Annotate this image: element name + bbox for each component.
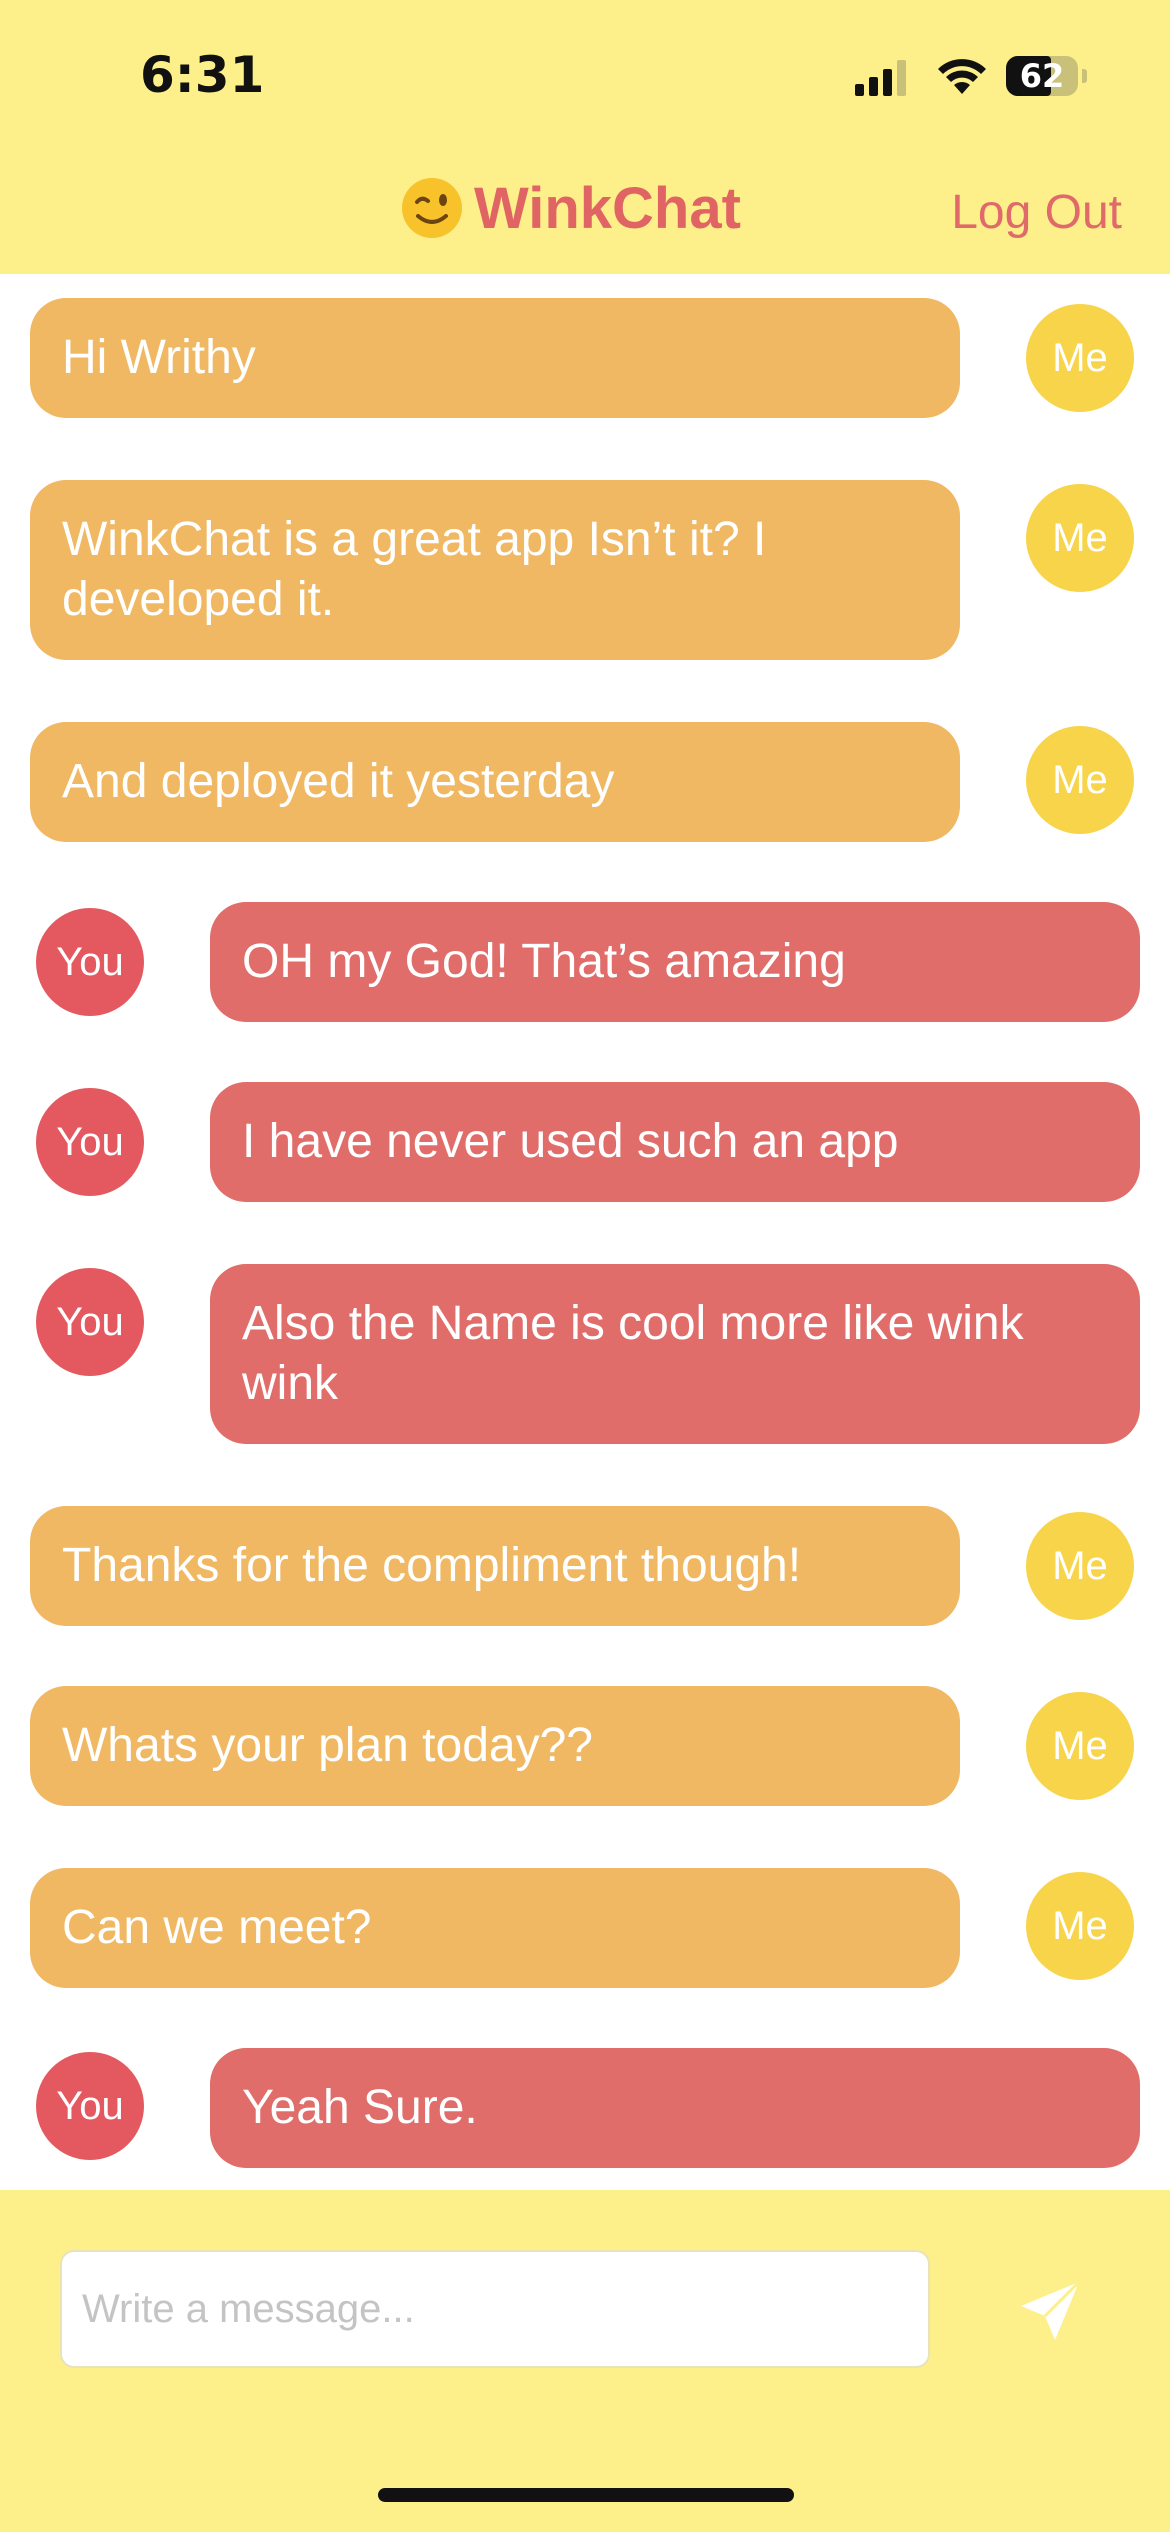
avatar-me: Me: [1026, 304, 1134, 412]
status-time: 6:31: [140, 46, 265, 104]
message-row: You Yeah Sure.: [0, 2048, 1170, 2168]
message-row: And deployed it yesterday Me: [0, 722, 1170, 842]
message-bubble-me: Hi Writhy: [30, 298, 960, 418]
message-row: Thanks for the compliment though! Me: [0, 1506, 1170, 1626]
message-row: Can we meet? Me: [0, 1868, 1170, 1988]
home-indicator[interactable]: [378, 2488, 794, 2502]
message-bubble-you: OH my God! That’s amazing: [210, 902, 1140, 1022]
app-header: WinkChat Log Out: [0, 160, 1170, 274]
message-bubble-me: Thanks for the compliment though!: [30, 1506, 960, 1626]
battery-icon: 62: [1006, 56, 1078, 96]
message-bubble-me: WinkChat is a great app Isn’t it? I deve…: [30, 480, 960, 660]
message-list[interactable]: Hi Writhy Me WinkChat is a great app Isn…: [0, 274, 1170, 2190]
message-row: You I have never used such an app: [0, 1082, 1170, 1202]
logout-button[interactable]: Log Out: [951, 186, 1122, 239]
avatar-me: Me: [1026, 1512, 1134, 1620]
message-row: You Also the Name is cool more like wink…: [0, 1264, 1170, 1444]
wifi-icon: [938, 59, 986, 94]
message-row: You OH my God! That’s amazing: [0, 902, 1170, 1022]
winking-face-icon: [402, 178, 462, 238]
avatar-me: Me: [1026, 726, 1134, 834]
message-bubble-me: And deployed it yesterday: [30, 722, 960, 842]
battery-level: 62: [1019, 57, 1065, 95]
message-input[interactable]: [60, 2250, 930, 2368]
avatar-me: Me: [1026, 1692, 1134, 1800]
avatar-you: You: [36, 1088, 144, 1196]
message-bubble-you: I have never used such an app: [210, 1082, 1140, 1202]
brand: WinkChat: [400, 168, 741, 248]
message-row: WinkChat is a great app Isn’t it? I deve…: [0, 480, 1170, 660]
message-composer: [0, 2190, 1170, 2532]
status-bar: 6:31 62: [0, 0, 1170, 160]
message-bubble-you: Yeah Sure.: [210, 2048, 1140, 2168]
avatar-you: You: [36, 1268, 144, 1376]
avatar-you: You: [36, 908, 144, 1016]
message-bubble-me: Can we meet?: [30, 1868, 960, 1988]
avatar-you: You: [36, 2052, 144, 2160]
message-bubble-me: Whats your plan today??: [30, 1686, 960, 1806]
avatar-me: Me: [1026, 1872, 1134, 1980]
app-title: WinkChat: [474, 175, 741, 241]
send-icon[interactable]: [1015, 2276, 1085, 2346]
cellular-signal-icon: [855, 60, 906, 96]
avatar-me: Me: [1026, 484, 1134, 592]
message-row: Hi Writhy Me: [0, 298, 1170, 418]
message-row: Whats your plan today?? Me: [0, 1686, 1170, 1806]
message-bubble-you: Also the Name is cool more like wink win…: [210, 1264, 1140, 1444]
